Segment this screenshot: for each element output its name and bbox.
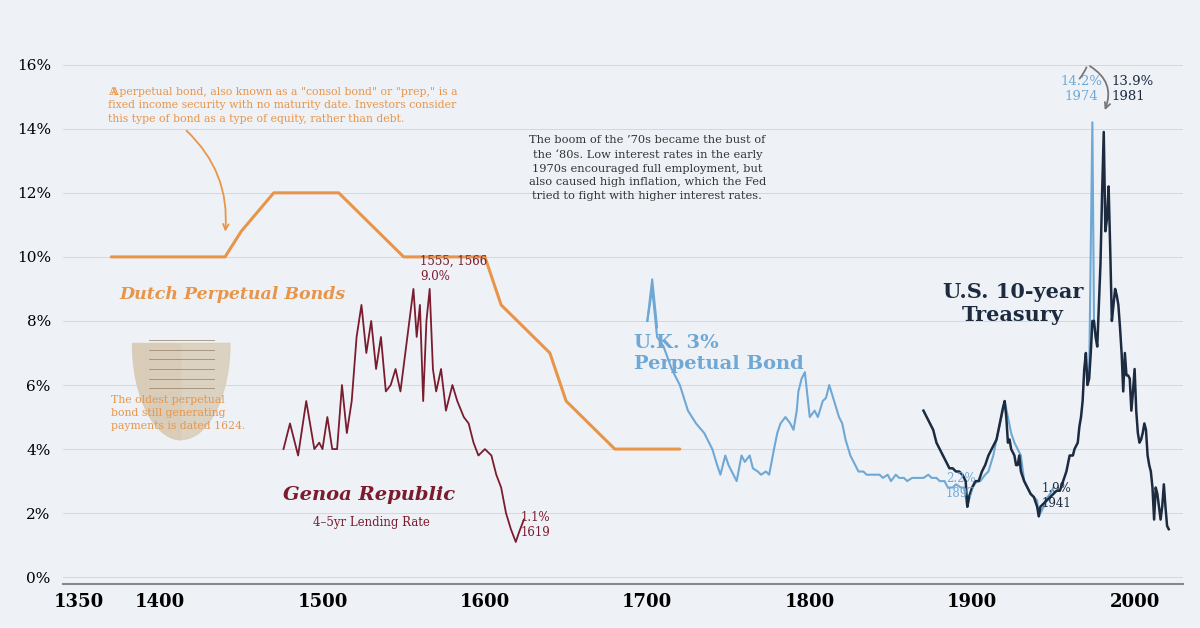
Text: 13.9%
1981: 13.9% 1981 <box>1112 75 1154 103</box>
Text: 2.2%
1897: 2.2% 1897 <box>946 472 976 501</box>
Text: A: A <box>110 87 121 97</box>
Text: The boom of the ’70s became the bust of
the ‘80s. Low interest rates in the earl: The boom of the ’70s became the bust of … <box>529 135 766 201</box>
Text: Dutch Perpetual Bonds: Dutch Perpetual Bonds <box>120 286 346 303</box>
Text: 1.9%
1941: 1.9% 1941 <box>1042 482 1072 510</box>
Text: 4–5yr Lending Rate: 4–5yr Lending Rate <box>313 516 430 529</box>
Text: Genoa Republic: Genoa Republic <box>283 486 456 504</box>
Text: 14.2%
1974: 14.2% 1974 <box>1060 75 1102 103</box>
Text: U.S. 10-year
Treasury: U.S. 10-year Treasury <box>942 282 1082 325</box>
Text: 1555, 1566
9.0%: 1555, 1566 9.0% <box>420 254 487 283</box>
Text: 1.1%
1619: 1.1% 1619 <box>521 511 551 539</box>
Polygon shape <box>132 344 230 440</box>
Text: The oldest perpetual
bond still generating
payments is dated 1624.: The oldest perpetual bond still generati… <box>112 394 246 431</box>
Text: U.K. 3%
Perpetual Bond: U.K. 3% Perpetual Bond <box>635 334 804 373</box>
Text: A perpetual bond, also known as a "consol bond" or "prep," is a
fixed income sec: A perpetual bond, also known as a "conso… <box>108 87 457 124</box>
